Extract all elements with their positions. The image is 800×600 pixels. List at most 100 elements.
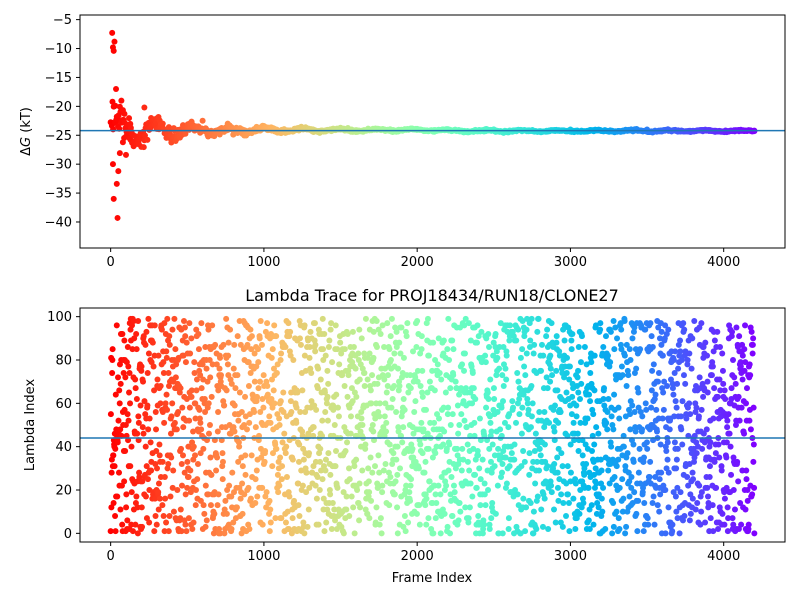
lambda-point: [749, 491, 756, 498]
lambda-point: [418, 346, 425, 353]
lambda-point: [329, 359, 336, 366]
lambda-point: [440, 337, 447, 344]
lambda-point: [442, 389, 449, 396]
lambda-point: [369, 372, 376, 379]
lambda-point: [462, 315, 469, 322]
lambda-point: [475, 513, 482, 519]
lambda-point: [555, 445, 562, 452]
lambda-point: [322, 352, 329, 359]
lambda-point: [332, 463, 339, 470]
lambda-point: [391, 491, 398, 498]
lambda-point: [437, 491, 444, 498]
lambda-point: [735, 478, 742, 485]
lambda-point: [394, 471, 401, 478]
lambda-point: [383, 419, 390, 426]
lambda-point: [376, 521, 383, 528]
lambda-point: [620, 495, 627, 502]
lambda-point: [349, 328, 356, 335]
lambda-point: [287, 352, 294, 359]
lambda-point: [591, 441, 598, 448]
lambda-point: [653, 406, 660, 413]
lambda-point: [164, 315, 171, 322]
lambda-point: [715, 441, 722, 448]
lambda-point: [376, 413, 383, 420]
lambda-point: [477, 476, 484, 483]
lambda-point: [431, 387, 438, 394]
lambda-point: [708, 372, 715, 379]
lambda-point: [543, 374, 550, 381]
lambda-point: [691, 458, 698, 465]
lambda-point: [664, 439, 671, 446]
lambda-point: [205, 326, 212, 333]
lambda-point: [192, 502, 199, 509]
lambda-point: [467, 480, 474, 487]
lambda-point: [430, 339, 437, 346]
lambda-point: [405, 519, 412, 526]
lambda-point: [449, 513, 456, 519]
lambda-point: [472, 396, 479, 402]
lambda-point: [564, 354, 570, 361]
lambda-point: [320, 346, 327, 353]
lambda-point: [513, 419, 519, 426]
lambda-point: [664, 456, 671, 463]
lambda-point: [424, 315, 431, 322]
lambda-point: [195, 346, 202, 353]
lambda-point: [373, 504, 380, 511]
lambda-point: [325, 344, 332, 350]
lambda-point: [190, 443, 197, 450]
delta-g-point: [122, 151, 129, 158]
lambda-point: [455, 517, 462, 524]
lambda-point: [307, 328, 314, 335]
lambda-point: [465, 515, 472, 522]
lambda-point: [126, 370, 133, 376]
lambda-point: [288, 409, 295, 415]
lambda-point: [400, 424, 407, 431]
y-tick-label: −15: [45, 71, 72, 86]
lambda-point: [730, 521, 737, 528]
lambda-point: [155, 506, 162, 513]
lambda-point: [595, 430, 602, 437]
lambda-point: [462, 504, 469, 511]
lambda-point: [200, 502, 207, 509]
lambda-point: [560, 500, 567, 506]
lambda-point: [346, 513, 353, 519]
lambda-point: [161, 320, 168, 327]
lambda-point: [647, 320, 654, 327]
lambda-point: [635, 497, 642, 504]
lambda-point: [663, 448, 670, 454]
lambda-point: [152, 409, 159, 415]
delta-g-point: [110, 195, 117, 202]
lambda-point: [729, 515, 736, 522]
lambda-point: [729, 328, 736, 335]
lambda-point: [670, 357, 677, 363]
lambda-point: [643, 406, 650, 413]
lambda-point: [505, 424, 512, 431]
lambda-point: [422, 502, 429, 509]
lambda-point: [387, 357, 394, 363]
lambda-point: [459, 482, 466, 489]
lambda-point: [153, 448, 160, 454]
lambda-point: [475, 333, 482, 340]
lambda-point: [664, 383, 671, 389]
lambda-point: [605, 467, 612, 474]
lambda-point: [743, 400, 750, 407]
lambda-point: [403, 333, 410, 340]
lambda-point: [222, 497, 229, 504]
lambda-point: [494, 409, 501, 415]
lambda-point: [721, 495, 728, 502]
lambda-point: [445, 315, 452, 322]
lambda-point: [122, 448, 129, 454]
lambda-point: [254, 393, 261, 400]
lambda-point: [404, 320, 411, 327]
lambda-point: [276, 415, 283, 422]
lambda-point: [418, 333, 425, 340]
lambda-point: [641, 454, 647, 461]
lambda-point: [595, 491, 602, 498]
lambda-point: [194, 461, 201, 467]
lambda-point: [657, 441, 664, 448]
lambda-point: [574, 374, 581, 381]
lambda-point: [437, 530, 444, 537]
x-tick-label: 4000: [707, 549, 740, 564]
lambda-point: [155, 352, 162, 359]
lambda-point: [260, 372, 267, 379]
